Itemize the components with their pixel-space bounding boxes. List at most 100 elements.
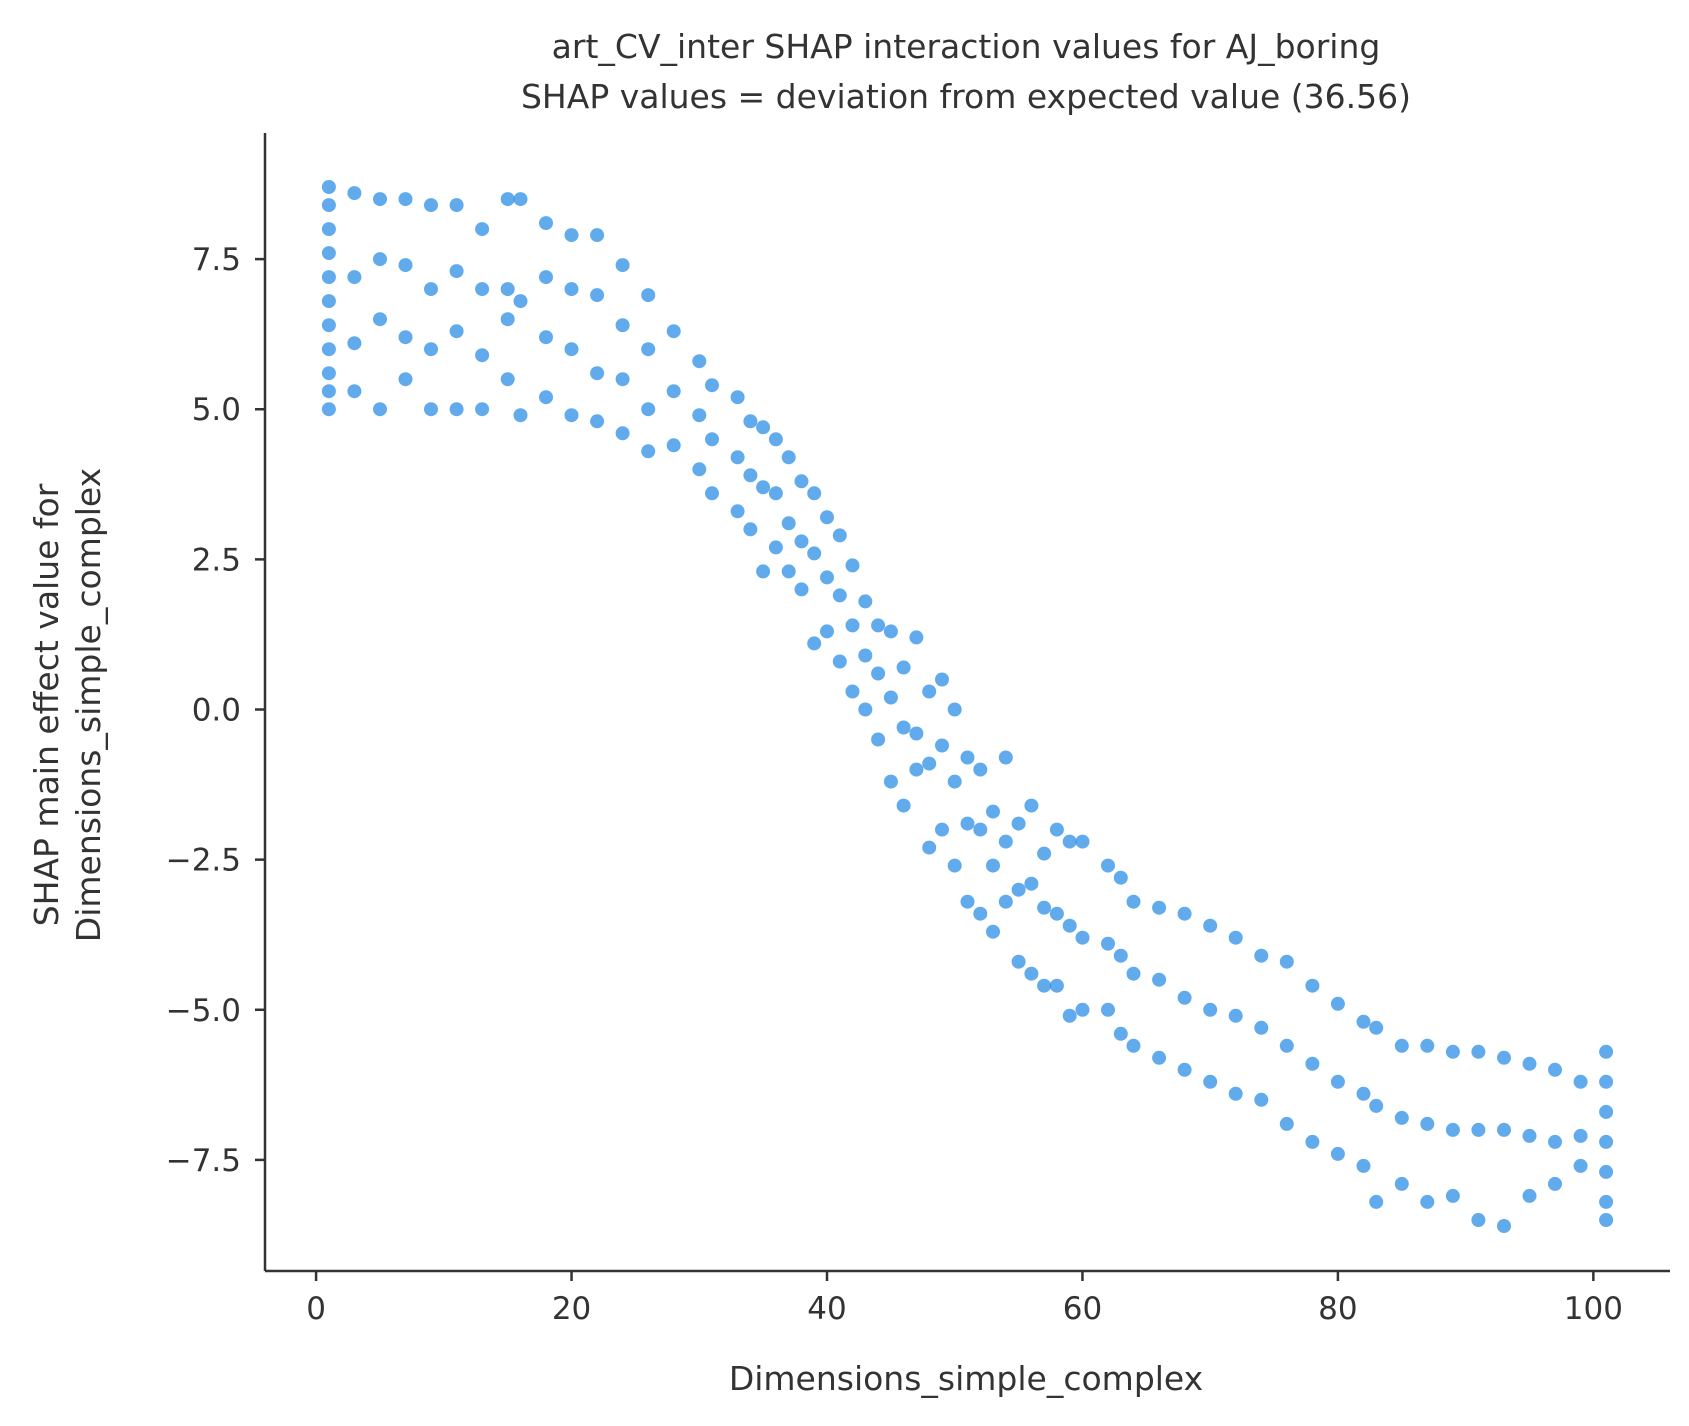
- scatter-point: [373, 402, 387, 417]
- scatter-point: [1420, 1038, 1435, 1053]
- x-tick-label: 60: [1063, 1291, 1102, 1327]
- scatter-point: [909, 630, 924, 645]
- scatter-point: [845, 618, 860, 633]
- scatter-point: [539, 216, 553, 231]
- scatter-point: [1049, 822, 1064, 837]
- scatter-point: [986, 858, 1000, 873]
- scatter-point: [398, 330, 413, 345]
- scatter-point: [321, 342, 336, 357]
- scatter-point: [1126, 894, 1141, 909]
- scatter-point: [705, 378, 719, 393]
- scatter-point: [424, 402, 438, 417]
- scatter-point: [1279, 1116, 1294, 1131]
- scatter-point: [398, 258, 413, 273]
- scatter-point: [500, 282, 515, 297]
- scatter-point: [1037, 900, 1052, 915]
- scatter-point: [1548, 1062, 1562, 1077]
- scatter-point: [1599, 1074, 1614, 1089]
- scatter-point: [960, 894, 975, 909]
- scatter-point: [756, 480, 771, 495]
- scatter-point: [1228, 1086, 1243, 1101]
- scatter-point: [1420, 1116, 1435, 1131]
- scatter-point: [998, 834, 1013, 849]
- scatter-point: [935, 672, 949, 687]
- scatter-point: [1330, 996, 1345, 1011]
- scatter-point: [922, 840, 937, 855]
- scatter-point: [1254, 1020, 1269, 1035]
- scatter-point: [858, 648, 873, 663]
- scatter-point: [1599, 1164, 1614, 1179]
- scatter-point: [1573, 1074, 1588, 1089]
- scatter-point: [832, 654, 847, 669]
- scatter-point: [1075, 834, 1090, 849]
- scatter-point: [321, 198, 336, 213]
- scatter-point: [1471, 1044, 1486, 1059]
- scatter-point: [960, 816, 975, 831]
- scatter-point: [1062, 918, 1077, 933]
- scatter-point: [858, 702, 873, 717]
- scatter-point: [347, 186, 362, 201]
- scatter-point: [705, 432, 719, 447]
- scatter-point: [1445, 1044, 1460, 1059]
- scatter-point: [820, 570, 834, 585]
- scatter-point: [947, 858, 962, 873]
- scatter-point: [1394, 1176, 1409, 1191]
- scatter-point: [321, 270, 336, 285]
- scatter-point: [321, 402, 336, 417]
- y-tick-label: −7.5: [166, 1143, 241, 1179]
- scatter-point: [615, 318, 630, 333]
- scatter-point: [692, 354, 707, 369]
- scatter-point: [1522, 1056, 1537, 1071]
- scatter-point: [641, 342, 656, 357]
- scatter-point: [807, 486, 822, 501]
- scatter-point: [475, 222, 490, 237]
- scatter-point: [1497, 1122, 1511, 1137]
- scatter-point: [373, 192, 387, 207]
- scatter-point: [1445, 1188, 1460, 1203]
- scatter-point: [1024, 798, 1039, 813]
- scatter-point: [1152, 972, 1167, 987]
- scatter-point: [1599, 1104, 1614, 1119]
- scatter-point: [1075, 930, 1090, 945]
- scatter-point: [1394, 1110, 1409, 1125]
- scatter-point: [513, 192, 528, 207]
- scatter-point: [641, 402, 656, 417]
- scatter-point: [1394, 1038, 1409, 1053]
- scatter-point: [321, 294, 336, 309]
- scatter-point: [832, 528, 847, 543]
- scatter-point: [615, 372, 630, 387]
- scatter-point: [1203, 1002, 1218, 1017]
- scatter-point: [615, 426, 630, 441]
- scatter-point: [1599, 1194, 1614, 1209]
- scatter-point: [743, 522, 758, 537]
- y-tick-label: −5.0: [166, 993, 241, 1029]
- scatter-point: [1177, 990, 1192, 1005]
- scatter-point: [321, 222, 336, 237]
- scatter-point: [1445, 1122, 1460, 1137]
- scatter-point: [1305, 978, 1320, 993]
- scatter-point: [820, 510, 834, 525]
- scatter-point: [500, 192, 515, 207]
- y-tick-label: −2.5: [166, 843, 241, 879]
- chart-subtitle: SHAP values = deviation from expected va…: [521, 77, 1411, 116]
- y-tick-label: 5.0: [192, 392, 241, 428]
- scatter-point: [730, 390, 745, 405]
- scatter-point: [1126, 966, 1141, 981]
- scatter-point: [1599, 1134, 1614, 1149]
- scatter-point: [475, 348, 490, 363]
- scatter-point: [1330, 1074, 1345, 1089]
- scatter-point: [807, 636, 822, 651]
- scatter-point: [1471, 1213, 1486, 1227]
- scatter-point: [1305, 1134, 1320, 1149]
- scatter-point: [1369, 1098, 1384, 1113]
- x-tick-label: 20: [552, 1291, 591, 1327]
- scatter-point: [896, 720, 911, 735]
- scatter-point: [1356, 1014, 1371, 1029]
- scatter-point: [896, 798, 911, 813]
- scatter-point: [807, 546, 822, 561]
- scatter-point: [513, 408, 528, 423]
- scatter-point: [1279, 1038, 1294, 1053]
- scatter-point: [781, 516, 796, 531]
- scatter-point: [1126, 1038, 1141, 1053]
